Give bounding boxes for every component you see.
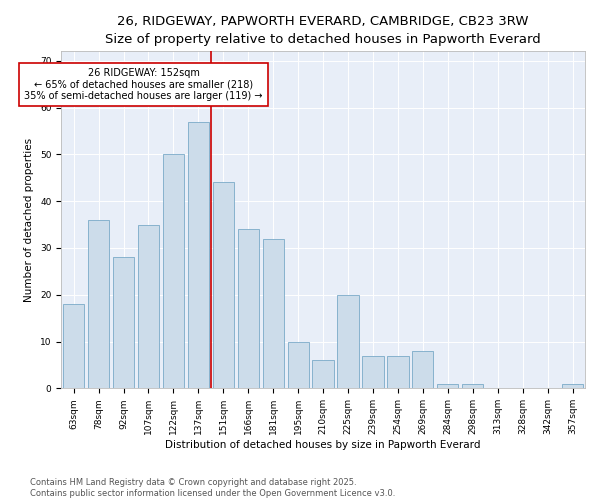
Bar — [113, 258, 134, 388]
Bar — [388, 356, 409, 388]
Bar — [562, 384, 583, 388]
Title: 26, RIDGEWAY, PAPWORTH EVERARD, CAMBRIDGE, CB23 3RW
Size of property relative to: 26, RIDGEWAY, PAPWORTH EVERARD, CAMBRIDG… — [105, 15, 541, 46]
Text: 26 RIDGEWAY: 152sqm
← 65% of detached houses are smaller (218)
35% of semi-detac: 26 RIDGEWAY: 152sqm ← 65% of detached ho… — [24, 68, 263, 101]
Text: Contains HM Land Registry data © Crown copyright and database right 2025.
Contai: Contains HM Land Registry data © Crown c… — [30, 478, 395, 498]
Bar — [313, 360, 334, 388]
Bar — [188, 122, 209, 388]
Bar — [163, 154, 184, 388]
Bar — [362, 356, 383, 388]
X-axis label: Distribution of detached houses by size in Papworth Everard: Distribution of detached houses by size … — [166, 440, 481, 450]
Bar — [437, 384, 458, 388]
Bar — [263, 238, 284, 388]
Bar — [213, 182, 234, 388]
Bar — [238, 229, 259, 388]
Bar — [287, 342, 309, 388]
Bar — [63, 304, 84, 388]
Bar — [337, 294, 359, 388]
Y-axis label: Number of detached properties: Number of detached properties — [25, 138, 34, 302]
Bar — [462, 384, 484, 388]
Bar — [412, 351, 433, 389]
Bar — [138, 224, 159, 388]
Bar — [88, 220, 109, 388]
